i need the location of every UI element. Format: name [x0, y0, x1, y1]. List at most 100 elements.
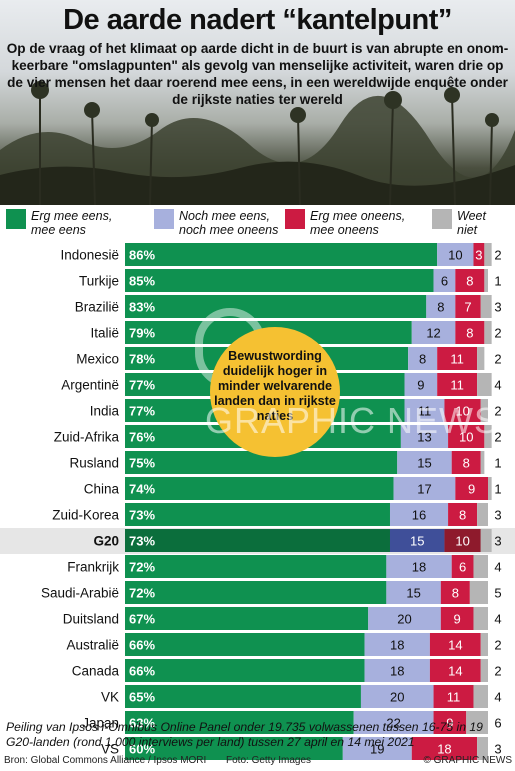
data-label-dontknow: 2 — [494, 404, 501, 419]
data-label-neither: 22 — [386, 716, 400, 731]
data-label-dontknow: 2 — [494, 352, 501, 367]
data-label-disagree: 9 — [454, 612, 461, 627]
data-label-neither: 10 — [448, 248, 462, 263]
legend-swatch-disagree — [285, 209, 305, 229]
data-label-neither: 20 — [397, 612, 411, 627]
bar-segment-4 — [469, 581, 488, 604]
bar-segment-1 — [125, 295, 427, 318]
data-label-disagree: 8 — [459, 508, 466, 523]
data-label-agree: 72% — [129, 586, 155, 601]
bar-segment-3 — [455, 321, 485, 344]
data-label-agree: 76% — [129, 430, 155, 445]
bar-segment-2 — [389, 529, 445, 552]
data-label-disagree: 7 — [464, 300, 471, 315]
data-label-disagree: 8 — [452, 586, 459, 601]
data-label-agree: 67% — [129, 612, 155, 627]
bar-segment-2 — [364, 659, 430, 682]
bar-segment-4 — [480, 451, 485, 474]
data-label-dontknow: 1 — [494, 274, 501, 289]
data-label-neither: 20 — [390, 690, 404, 705]
data-label-neither: 9 — [417, 378, 424, 393]
data-label-disagree: 10 — [455, 404, 469, 419]
bar-segment-4 — [480, 659, 488, 682]
bar-segment-4 — [484, 425, 492, 448]
category-label: G20 — [93, 534, 119, 549]
data-label-agree: 66% — [129, 638, 155, 653]
data-label-dontknow: 5 — [494, 586, 501, 601]
bar-segment-2 — [368, 607, 441, 630]
bar-segment-3 — [451, 555, 474, 578]
data-label-disagree: 11 — [447, 690, 461, 705]
bar-segment-2 — [433, 269, 456, 292]
bar-segment-4 — [477, 373, 492, 396]
bar-segment-3 — [433, 685, 474, 708]
bar-segment-1 — [125, 477, 394, 500]
legend-label-agree: Erg mee eens, mee eens — [31, 209, 113, 237]
bar-segment-4 — [484, 243, 492, 266]
data-label-disagree: 9 — [446, 716, 453, 731]
bar-segment-1 — [125, 737, 343, 760]
data-label-dontknow: 2 — [494, 326, 501, 341]
bar-segment-2 — [360, 685, 434, 708]
callout-bubble: Bewustwording duidelijk hoger in minder … — [210, 327, 340, 457]
data-label-neither: 18 — [390, 664, 404, 679]
data-label-disagree: 18 — [437, 742, 451, 757]
legend: Erg mee eens, mee eens Noch mee eens, no… — [0, 207, 515, 245]
bar-segment-2 — [342, 737, 412, 760]
bar-segment-2 — [411, 321, 456, 344]
bar-segment-3 — [473, 243, 485, 266]
data-label-agree: 60% — [129, 742, 155, 757]
legend-label-disagree: Erg mee oneens, mee oneens — [310, 209, 406, 237]
data-label-agree: 77% — [129, 404, 155, 419]
data-label-agree: 65% — [129, 690, 155, 705]
bar-segment-1 — [125, 685, 361, 708]
bar-segment-4 — [480, 529, 492, 552]
bar-segment-2 — [353, 711, 434, 734]
data-label-agree: 78% — [129, 352, 155, 367]
category-label: Argentinë — [61, 378, 119, 393]
legend-swatch-agree — [6, 209, 26, 229]
chart-subtitle: Op de vraag of het klimaat op aarde dich… — [6, 41, 509, 107]
data-label-neither: 8 — [419, 352, 426, 367]
category-label: Japan — [82, 716, 119, 731]
data-label-dontknow: 4 — [494, 378, 501, 393]
bar-segment-1 — [125, 451, 398, 474]
data-label-dontknow: 3 — [494, 508, 501, 523]
category-label: Italië — [90, 326, 119, 341]
data-label-disagree: 11 — [450, 378, 464, 393]
data-label-neither: 11 — [418, 404, 432, 419]
data-label-dontknow: 2 — [494, 664, 501, 679]
category-label: VK — [101, 690, 119, 705]
data-label-dontknow: 4 — [494, 690, 501, 705]
data-label-agree: 66% — [129, 664, 155, 679]
bar-segment-2 — [404, 399, 445, 422]
data-label-agree: 83% — [129, 300, 155, 315]
data-label-disagree: 10 — [459, 430, 473, 445]
bar-segment-4 — [477, 347, 485, 370]
data-label-agree: 85% — [129, 274, 155, 289]
data-label-neither: 15 — [406, 586, 420, 601]
bar-segment-2 — [397, 451, 452, 474]
bar-segment-1 — [125, 243, 438, 266]
data-label-agree: 75% — [129, 456, 155, 471]
bar-segment-3 — [448, 425, 485, 448]
data-label-dontknow: 3 — [494, 742, 501, 757]
bar-segment-3 — [437, 373, 478, 396]
data-label-dontknow: 3 — [494, 300, 501, 315]
bar-segment-1 — [125, 529, 390, 552]
data-label-dontknow: 2 — [494, 430, 501, 445]
bar-segment-1 — [125, 711, 354, 734]
bar-segment-4 — [473, 685, 488, 708]
data-label-agree: 86% — [129, 248, 155, 263]
legend-label-dontknow: Weet niet — [457, 209, 486, 237]
bar-segment-2 — [386, 555, 452, 578]
category-label: Zuid-Korea — [52, 508, 119, 523]
bar-segment-2 — [408, 347, 438, 370]
bar-segment-4 — [480, 399, 488, 422]
data-label-neither: 17 — [417, 482, 431, 497]
bar-segment-1 — [125, 269, 434, 292]
data-label-dontknow: 3 — [494, 534, 501, 549]
data-label-disagree: 3 — [475, 248, 482, 263]
source-credit: Bron: Global Commons Alliance / Ipsos MO… — [4, 755, 207, 766]
bar-segment-4 — [484, 269, 488, 292]
